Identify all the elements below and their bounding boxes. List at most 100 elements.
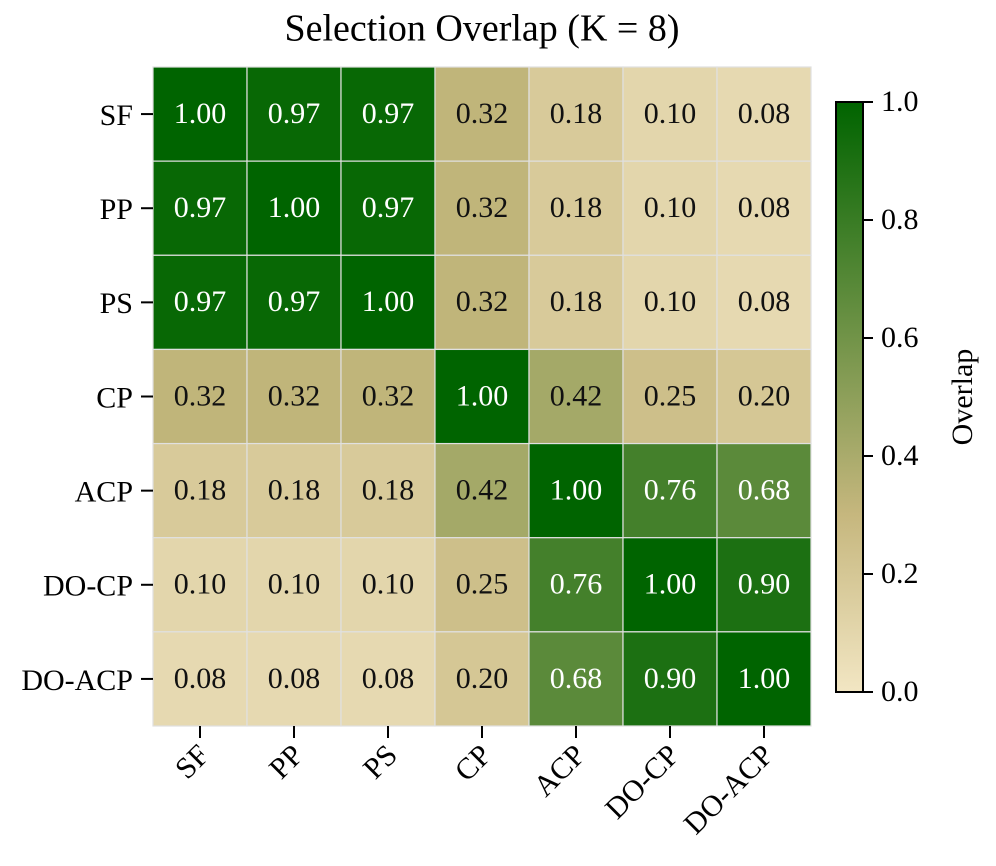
cell-label: 0.08 xyxy=(738,191,791,224)
x-tick-label: DO-ACP xyxy=(678,738,780,840)
cell-label: 0.42 xyxy=(550,379,603,412)
cell-label: 0.42 xyxy=(456,474,509,507)
cell-label: 0.90 xyxy=(738,568,791,601)
cell xyxy=(152,631,248,727)
cell-label: 1.00 xyxy=(644,568,697,601)
cell-label: 0.18 xyxy=(174,474,227,507)
chart-title: Selection Overlap (K = 8) xyxy=(285,8,680,50)
cell-label: 0.10 xyxy=(644,97,697,130)
colorbar-tick-label: 0.8 xyxy=(881,203,919,236)
cell xyxy=(528,254,624,351)
cell-label: 0.76 xyxy=(550,568,603,601)
cell-label: 0.97 xyxy=(174,285,227,318)
y-tick-label: PS xyxy=(100,287,133,320)
cell-label: 0.32 xyxy=(456,285,509,318)
x-tick-label: ACP xyxy=(527,738,592,803)
cell-label: 0.97 xyxy=(268,97,321,130)
cell xyxy=(152,442,248,539)
x-tick-label: PS xyxy=(357,738,404,785)
cell-label: 0.32 xyxy=(456,97,509,130)
cell-label: 1.00 xyxy=(456,379,509,412)
cell xyxy=(434,66,530,162)
cell-label: 0.25 xyxy=(644,379,697,412)
cell-label: 0.20 xyxy=(738,379,791,412)
cell xyxy=(434,537,530,633)
cell-label: 0.08 xyxy=(738,285,791,318)
y-tick-label: CP xyxy=(96,381,133,414)
x-tick-label: CP xyxy=(449,738,498,787)
cell xyxy=(716,537,812,633)
y-tick-label: DO-CP xyxy=(43,570,133,603)
cell xyxy=(622,160,718,256)
colorbar-label: Overlap xyxy=(946,349,979,446)
cell xyxy=(622,254,718,351)
cell-label: 1.00 xyxy=(268,191,321,224)
colorbar xyxy=(835,101,864,693)
cell xyxy=(434,631,530,727)
cell-label: 0.68 xyxy=(550,662,603,695)
x-tick-label: DO-CP xyxy=(599,738,686,825)
cell xyxy=(340,631,436,727)
cell xyxy=(152,66,248,162)
y-tick-label: ACP xyxy=(75,476,133,509)
cell-label: 0.97 xyxy=(268,285,321,318)
cell xyxy=(716,160,812,256)
cell-label: 0.90 xyxy=(644,662,697,695)
cell-label: 0.08 xyxy=(268,662,321,695)
cell xyxy=(622,66,718,162)
cell-label: 0.20 xyxy=(456,662,509,695)
cell-label: 0.97 xyxy=(362,97,415,130)
cell-label: 0.08 xyxy=(362,662,415,695)
cell-label: 0.68 xyxy=(738,474,791,507)
cell xyxy=(246,537,342,633)
cell xyxy=(716,631,812,727)
y-tick-label: SF xyxy=(100,99,133,132)
y-tick-label: PP xyxy=(100,193,133,226)
cell xyxy=(340,66,436,162)
colorbar-tick-label: 0.6 xyxy=(881,321,919,354)
colorbar-tick-label: 1.0 xyxy=(881,85,919,118)
colorbar-tick-label: 0.4 xyxy=(881,439,919,472)
cell-label: 0.32 xyxy=(268,379,321,412)
cell-label: 0.18 xyxy=(550,191,603,224)
cell-label: 0.10 xyxy=(644,191,697,224)
cell-label: 0.18 xyxy=(362,474,415,507)
cell xyxy=(246,348,342,445)
cell-label: 0.76 xyxy=(644,474,697,507)
x-tick-label: SF xyxy=(169,738,216,785)
cell xyxy=(528,537,624,633)
cell-label: 0.10 xyxy=(644,285,697,318)
cell xyxy=(340,254,436,351)
cell-label: 0.08 xyxy=(738,97,791,130)
cell-label: 0.08 xyxy=(174,662,227,695)
colorbar-tick-label: 0.2 xyxy=(881,557,919,590)
y-tick-label: DO-ACP xyxy=(21,664,133,697)
cell-label: 1.00 xyxy=(738,662,791,695)
cell xyxy=(340,442,436,539)
colorbar-tick-label: 0.0 xyxy=(881,675,919,708)
cell xyxy=(716,348,812,445)
cell-label: 0.10 xyxy=(362,568,415,601)
cell-label: 1.00 xyxy=(362,285,415,318)
cell-label: 0.25 xyxy=(456,568,509,601)
cell-label: 0.18 xyxy=(268,474,321,507)
cell xyxy=(152,537,248,633)
cell-label: 0.18 xyxy=(550,97,603,130)
cell xyxy=(716,442,812,539)
cell xyxy=(528,160,624,256)
cell xyxy=(246,254,342,351)
cell xyxy=(340,537,436,633)
cell xyxy=(340,160,436,256)
cell xyxy=(622,631,718,727)
cell xyxy=(528,631,624,727)
cell-label: 0.32 xyxy=(456,191,509,224)
cell-label: 0.32 xyxy=(362,379,415,412)
cell-label: 0.18 xyxy=(550,285,603,318)
cell-label: 1.00 xyxy=(550,474,603,507)
cell xyxy=(434,254,530,351)
cell xyxy=(246,66,342,162)
cell xyxy=(622,348,718,445)
x-tick-label: PP xyxy=(263,738,310,785)
cell xyxy=(434,348,530,445)
